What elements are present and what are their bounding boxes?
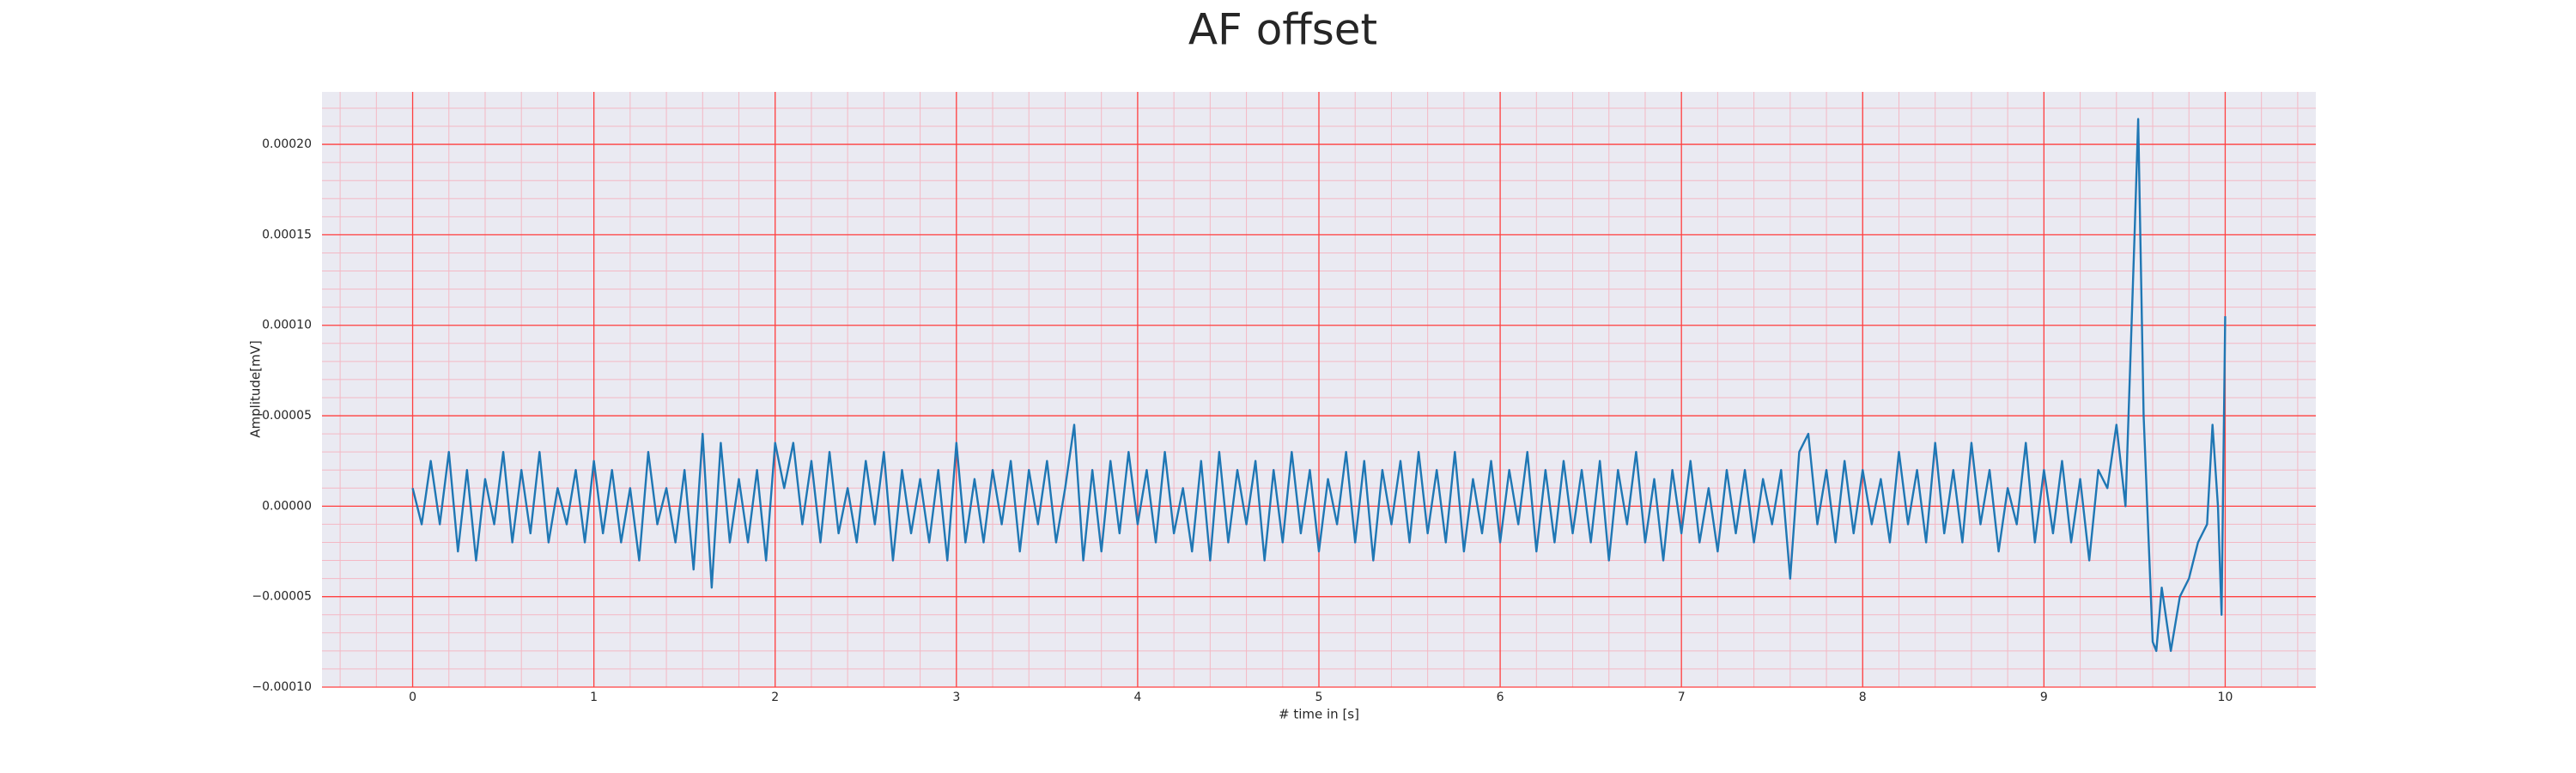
x-tick-label: 6 bbox=[1497, 691, 1504, 704]
x-tick-label: 9 bbox=[2040, 691, 2048, 704]
data-line bbox=[411, 118, 2227, 653]
x-tick-label: 7 bbox=[1678, 691, 1686, 704]
y-tick-label: 0.00020 bbox=[262, 137, 312, 151]
y-tick-label: 0.00005 bbox=[262, 409, 312, 423]
x-tick-label: 2 bbox=[771, 691, 779, 704]
x-tick-label: 10 bbox=[2218, 691, 2233, 704]
y-tick-label: −0.00010 bbox=[252, 680, 312, 694]
x-tick-label: 4 bbox=[1133, 691, 1141, 704]
y-tick-label: −0.00005 bbox=[252, 590, 312, 604]
chart-title: AF offset bbox=[1188, 5, 1377, 55]
y-tick-label: 0.00015 bbox=[262, 228, 312, 241]
x-tick-label: 8 bbox=[1859, 691, 1867, 704]
y-tick-label: 0.00010 bbox=[262, 319, 312, 332]
x-tick-label: 5 bbox=[1315, 691, 1323, 704]
y-tick-label: 0.00000 bbox=[262, 499, 312, 513]
x-tick-label: 0 bbox=[409, 691, 416, 704]
y-axis-label: Amplitude[mV] bbox=[248, 340, 264, 437]
x-tick-label: 1 bbox=[590, 691, 598, 704]
x-tick-label: 3 bbox=[952, 691, 960, 704]
x-axis-label: # time in [s] bbox=[1279, 707, 1359, 722]
